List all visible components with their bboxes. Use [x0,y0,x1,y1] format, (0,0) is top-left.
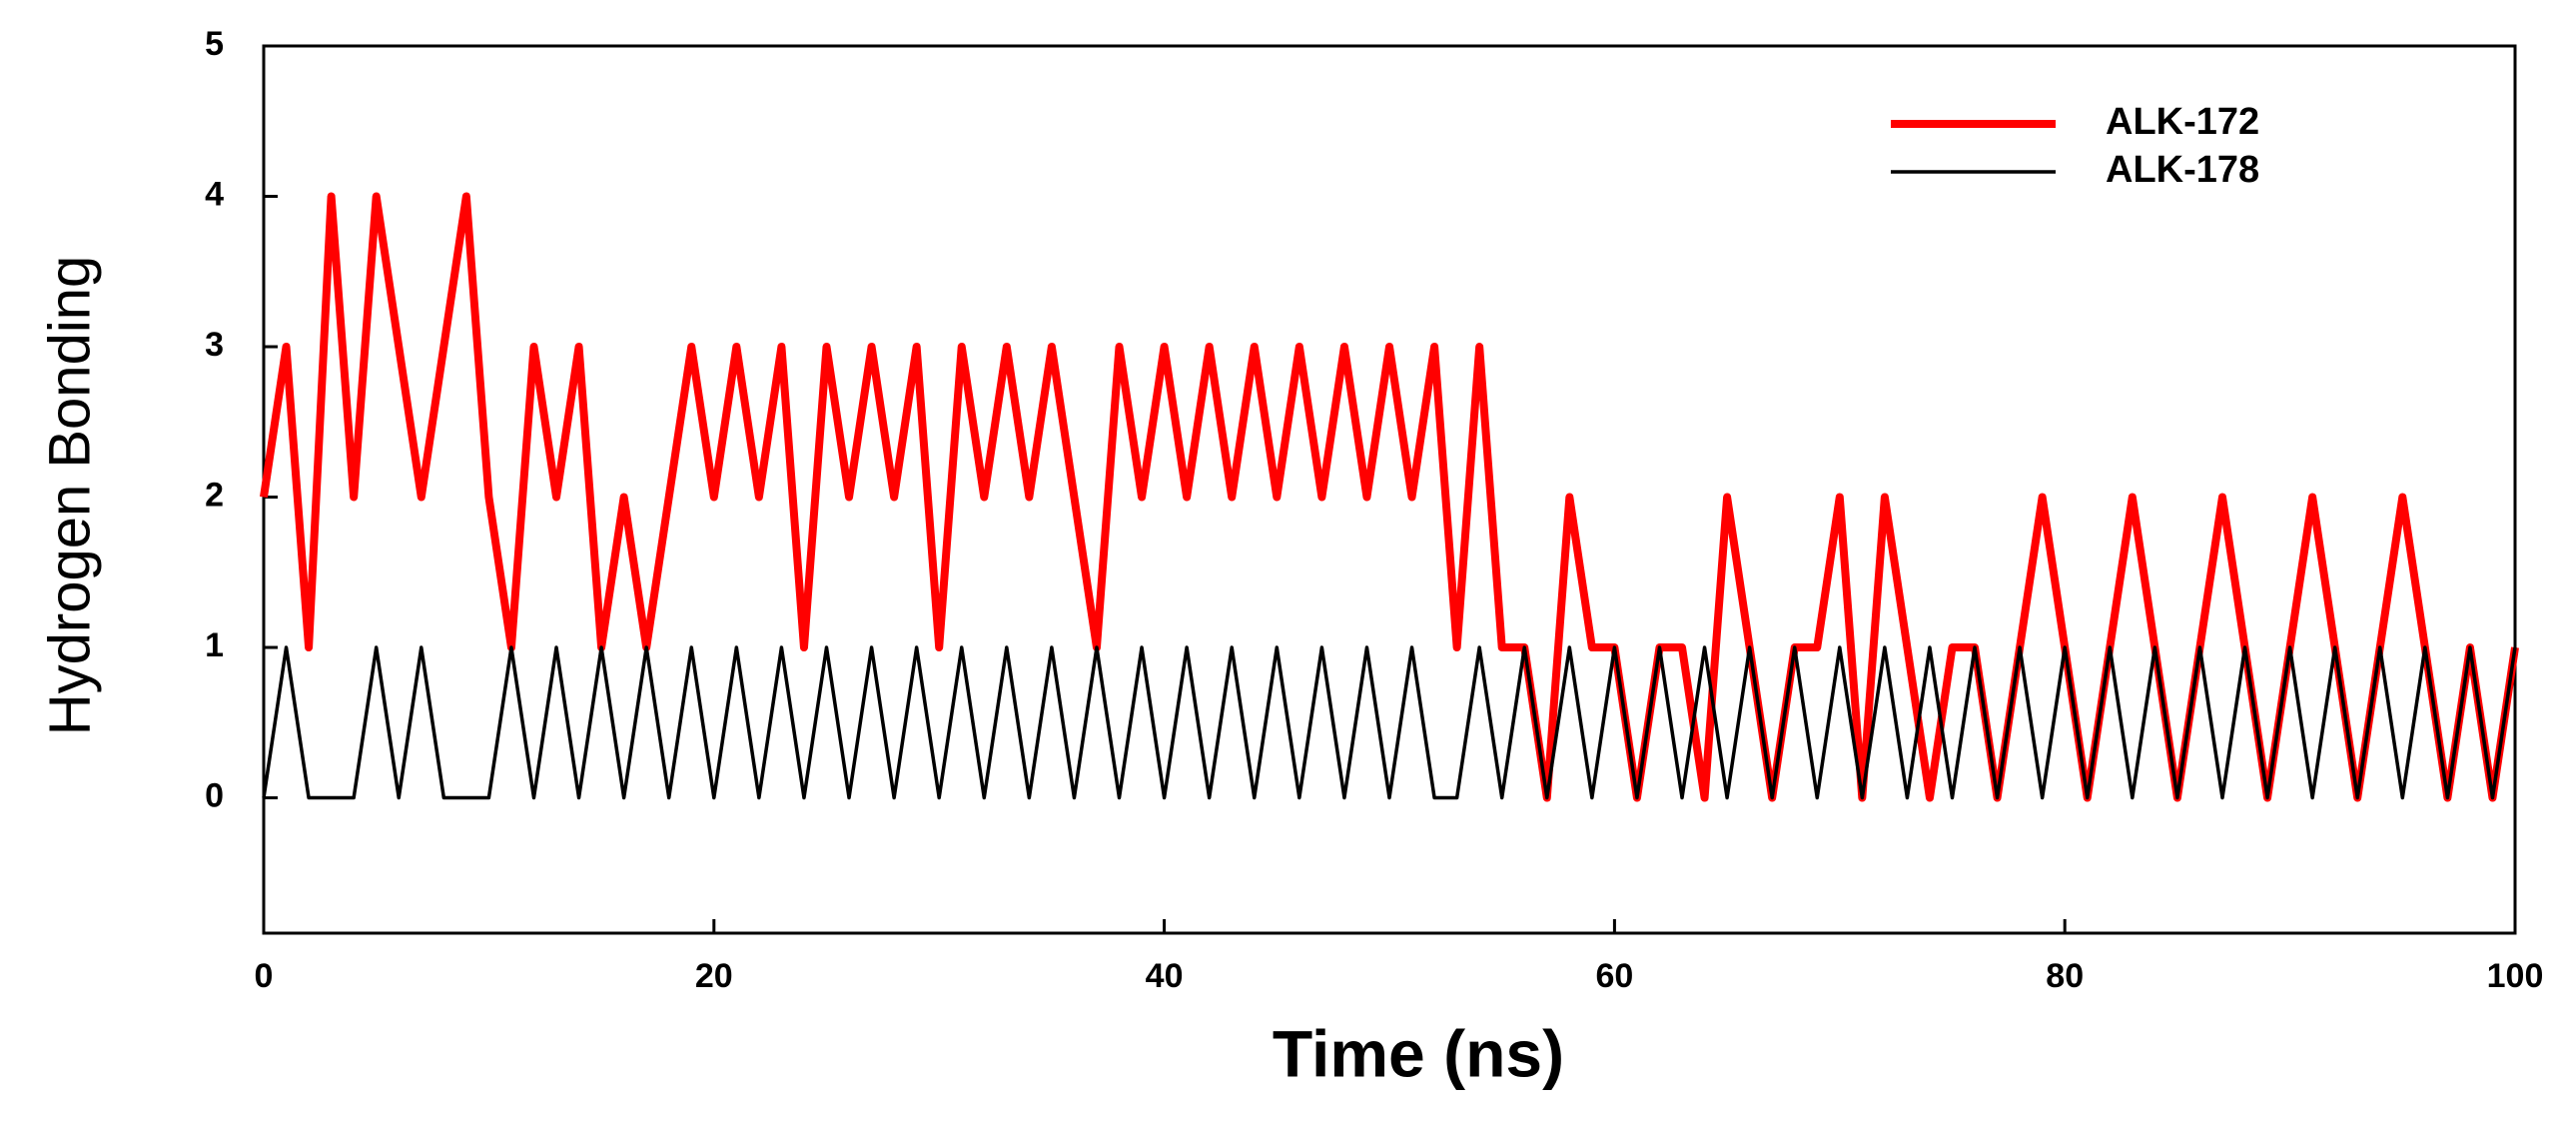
y-tick-label: 1 [205,626,224,664]
x-tick-label: 100 [2487,957,2544,995]
y-tick-label: 5 [205,25,224,63]
x-tick-label: 40 [1146,957,1184,995]
legend-label: ALK-178 [2106,149,2259,191]
x-tick-label: 80 [2046,957,2084,995]
y-axis-label: Hydrogen Bonding [37,256,102,735]
x-axis-label: Time (ns) [1273,1016,1564,1090]
series-line [262,645,2517,800]
x-tick-label: 60 [1595,957,1633,995]
legend-label: ALK-172 [2106,101,2259,143]
x-tick-label: 20 [695,957,733,995]
series-line [260,192,2519,802]
y-tick-label: 0 [205,777,224,815]
y-tick-label: 3 [205,326,224,364]
y-tick-label: 4 [205,175,224,213]
x-tick-label: 0 [255,957,274,995]
y-tick-label: 2 [205,477,224,515]
